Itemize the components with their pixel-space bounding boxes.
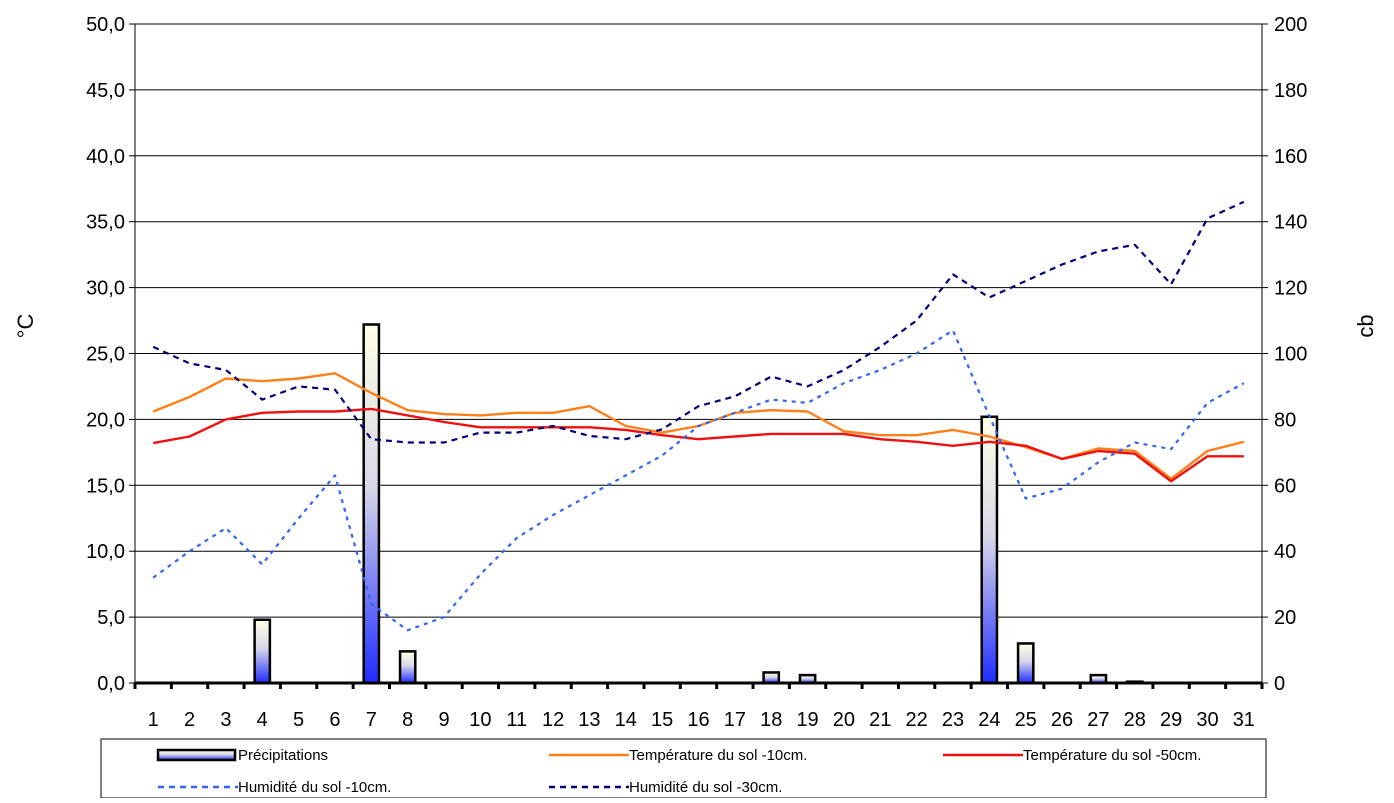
legend-swatch-bar bbox=[156, 748, 237, 762]
legend-label: Température du sol -10cm. bbox=[629, 747, 807, 764]
bar-precipitation bbox=[980, 415, 999, 685]
x-tick-label: 26 bbox=[1051, 709, 1073, 731]
series-line-4 bbox=[152, 200, 1245, 444]
y2-tick-label: 100 bbox=[1274, 344, 1307, 366]
y2-tick-label: 160 bbox=[1274, 146, 1307, 168]
legend-label: Température du sol -50cm. bbox=[1023, 747, 1201, 764]
x-tick-label: 14 bbox=[615, 709, 637, 731]
y-tick-label: 10,0 bbox=[86, 541, 125, 563]
y-tick-label: 0,0 bbox=[97, 673, 125, 695]
y2-tick-label: 180 bbox=[1274, 80, 1307, 102]
x-tick-label: 20 bbox=[833, 709, 855, 731]
x-tick-label: 11 bbox=[506, 709, 527, 731]
series-line-3 bbox=[152, 329, 1245, 632]
y-tick-label: 40,0 bbox=[86, 146, 125, 168]
x-tick-label: 2 bbox=[184, 709, 195, 731]
bar-precipitation bbox=[1016, 642, 1035, 685]
y-tick-label: 5,0 bbox=[97, 607, 125, 629]
x-tick-label: 27 bbox=[1087, 709, 1109, 731]
bar-precipitation bbox=[762, 671, 781, 685]
x-tick-label: 23 bbox=[942, 709, 964, 731]
legend: Précipitations Température du sol -10cm. T… bbox=[100, 738, 1267, 799]
y2-tick-label: 200 bbox=[1274, 14, 1307, 36]
x-tick-label: 25 bbox=[1015, 709, 1037, 731]
x-tick-label: 1 bbox=[148, 709, 159, 731]
axes: 0,05,010,015,020,025,030,035,040,045,050… bbox=[86, 14, 1307, 731]
x-tick-label: 21 bbox=[869, 709, 891, 731]
y2-tick-label: 60 bbox=[1274, 475, 1296, 497]
legend-label: Précipitations bbox=[238, 747, 328, 764]
y-tick-label: 45,0 bbox=[86, 80, 125, 102]
y-tick-label: 50,0 bbox=[86, 14, 125, 36]
x-tick-label: 30 bbox=[1196, 709, 1218, 731]
x-tick-label: 7 bbox=[366, 709, 377, 731]
y-tick-label: 25,0 bbox=[86, 344, 125, 366]
x-tick-label: 31 bbox=[1233, 709, 1255, 731]
legend-label: Humidité du sol -30cm. bbox=[629, 779, 782, 796]
x-tick-label: 18 bbox=[760, 709, 782, 731]
bar-precipitation bbox=[398, 650, 417, 685]
x-tick-label: 10 bbox=[469, 709, 491, 731]
x-tick-label: 4 bbox=[257, 709, 268, 731]
y-tick-label: 30,0 bbox=[86, 278, 125, 300]
y2-tick-label: 80 bbox=[1274, 409, 1296, 431]
y2-tick-label: 0 bbox=[1274, 673, 1285, 695]
y2-axis-title: cb bbox=[1353, 314, 1378, 337]
x-tick-label: 22 bbox=[906, 709, 928, 731]
x-tick-label: 3 bbox=[220, 709, 231, 731]
x-tick-label: 16 bbox=[687, 709, 709, 731]
series-line-2 bbox=[152, 407, 1244, 483]
x-tick-label: 12 bbox=[542, 709, 564, 731]
legend-box bbox=[100, 738, 1267, 799]
bar-precipitation bbox=[362, 323, 381, 685]
y2-tick-label: 20 bbox=[1274, 607, 1296, 629]
y-tick-label: 15,0 bbox=[86, 475, 125, 497]
x-tick-label: 24 bbox=[978, 709, 1000, 731]
x-tick-label: 8 bbox=[402, 709, 413, 731]
y2-tick-label: 40 bbox=[1274, 541, 1296, 563]
y2-tick-label: 140 bbox=[1274, 212, 1307, 234]
y-axis-title: °C bbox=[13, 314, 38, 339]
x-tick-label: 17 bbox=[724, 709, 746, 731]
y-tick-label: 35,0 bbox=[86, 212, 125, 234]
x-tick-label: 9 bbox=[438, 709, 449, 731]
x-tick-label: 28 bbox=[1124, 709, 1146, 731]
y2-tick-label: 120 bbox=[1274, 278, 1307, 300]
x-tick-label: 29 bbox=[1160, 709, 1182, 731]
x-tick-label: 13 bbox=[578, 709, 600, 731]
y-tick-label: 20,0 bbox=[86, 409, 125, 431]
x-tick-label: 5 bbox=[293, 709, 304, 731]
x-tick-label: 6 bbox=[329, 709, 340, 731]
legend-label: Humidité du sol -10cm. bbox=[238, 779, 391, 796]
plot-area bbox=[134, 23, 1263, 685]
x-tick-label: 19 bbox=[796, 709, 818, 731]
bar-precipitation bbox=[253, 618, 272, 685]
x-tick-label: 15 bbox=[651, 709, 673, 731]
